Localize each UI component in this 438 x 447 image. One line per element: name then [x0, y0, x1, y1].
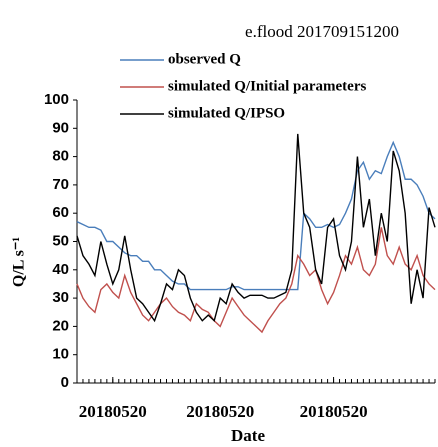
x-axis-label: Date	[231, 426, 265, 445]
x-tick-label: 20180520	[79, 402, 147, 421]
chart-title: e.flood 201709151200	[245, 22, 399, 41]
series-line	[76, 227, 436, 334]
x-tick-label: 20180520	[300, 402, 368, 421]
y-tick-label: 50	[52, 232, 69, 249]
y-tick-label: 40	[52, 261, 69, 278]
y-tick-label: 20	[52, 317, 69, 334]
y-tick-label: 0	[61, 374, 69, 391]
y-tick-label: 80	[52, 148, 69, 165]
y-tick-label: 30	[52, 289, 69, 306]
y-tick-label: 90	[52, 119, 69, 136]
y-tick-label: 10	[52, 346, 69, 363]
series-line	[76, 133, 436, 323]
y-tick-label: 100	[44, 91, 69, 108]
legend-label: simulated Q/IPSO	[168, 105, 285, 121]
y-tick-label: 70	[52, 176, 69, 193]
y-tick-label: 60	[52, 204, 69, 221]
x-tick-label: 20180520	[186, 402, 254, 421]
series-line	[76, 140, 436, 291]
y-axis-label: Q/L s⁻¹	[11, 237, 28, 287]
legend-label: observed Q	[168, 51, 241, 67]
legend-label: simulated Q/Initial parameters	[168, 78, 366, 94]
